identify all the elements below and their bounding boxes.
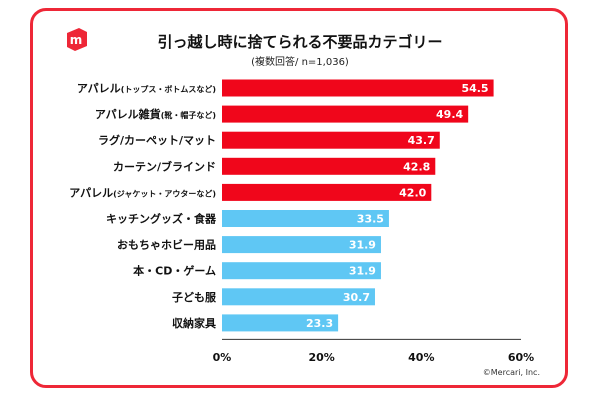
data-label: 42.8: [403, 160, 430, 173]
chart-title: 引っ越し時に捨てられる不要品カテゴリー: [157, 33, 443, 51]
x-tick-label: 60%: [508, 351, 534, 364]
bar: [222, 157, 436, 175]
data-label: 33.5: [357, 213, 384, 226]
category-label: 子ども服: [172, 291, 217, 304]
logo-letter: m: [70, 33, 83, 47]
bar: [222, 314, 339, 332]
category-label: アパレル雑貨(靴・帽子など): [95, 107, 216, 121]
bar: [222, 183, 432, 201]
copyright-credit: ©Mercari, Inc.: [482, 368, 540, 377]
bar: [222, 79, 494, 97]
category-label: おもちゃホビー用品: [117, 238, 216, 252]
bar: [222, 105, 469, 123]
category-label: アパレル(トップス・ボトムスなど): [77, 82, 216, 95]
bar: [222, 288, 375, 306]
bar: [222, 210, 389, 227]
data-label: 30.7: [343, 291, 370, 304]
data-label: 31.9: [349, 265, 376, 278]
bar: [222, 236, 381, 254]
category-label: キッチングッズ・食器: [106, 212, 217, 226]
x-tick-label: 20%: [308, 351, 334, 364]
chart-subtitle: (複数回答/ n=1,036): [251, 57, 349, 68]
category-label: アパレル(ジャケット・アウターなど): [69, 186, 216, 199]
x-tick-label: 0%: [213, 351, 232, 364]
category-label: 収納家具: [172, 316, 216, 330]
data-label: 42.0: [399, 186, 426, 199]
data-label: 49.4: [436, 108, 463, 121]
category-label: ラグ/カーペット/マット: [98, 133, 216, 147]
data-label: 23.3: [306, 317, 333, 330]
bar: [222, 262, 381, 280]
x-tick-label: 40%: [408, 351, 434, 364]
mercari-logo-icon: m: [67, 28, 87, 51]
data-label: 43.7: [408, 134, 435, 147]
data-label: 54.5: [461, 82, 488, 95]
category-label: カーテン/ブラインド: [113, 159, 216, 173]
data-label: 31.9: [349, 239, 376, 252]
category-label: 本・CD・ゲーム: [133, 264, 216, 278]
bar: [222, 131, 440, 149]
